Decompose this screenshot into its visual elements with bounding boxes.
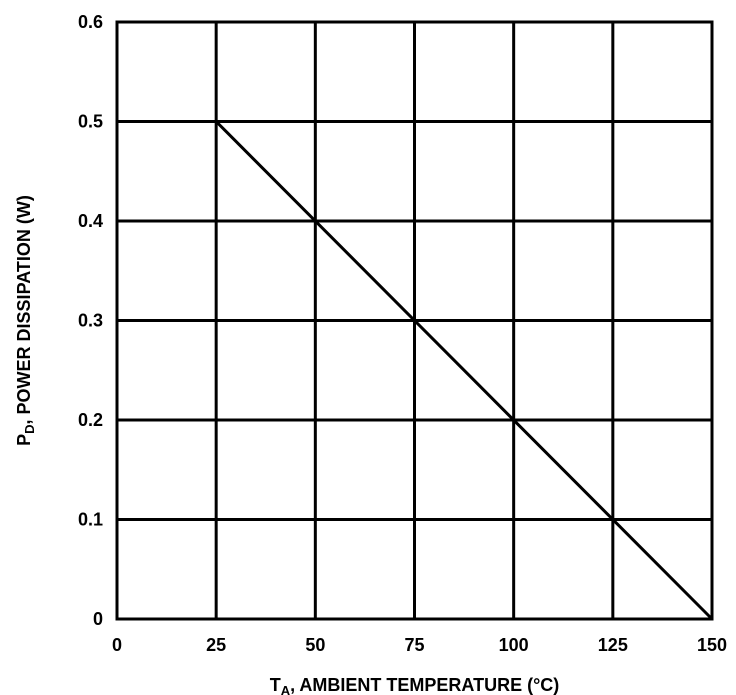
x-tick-label: 100 [499,635,529,655]
x-tick-label: 125 [598,635,628,655]
x-axis-label-subscript: A [281,683,291,695]
y-axis-label: PD, POWER DISSIPATION (W) [14,195,37,446]
plot-area-frame [115,20,714,621]
x-tick-label: 150 [697,635,727,655]
x-axis-label-symbol: T [270,675,281,695]
y-axis-label-text: , POWER DISSIPATION (W) [14,195,34,424]
x-axis-ticks: 0 25 50 75 100 125 150 [112,635,727,655]
x-axis-label: TA, AMBIENT TEMPERATURE (°C) [270,675,560,695]
x-tick-label: 0 [112,635,122,655]
y-axis-label-symbol: P [14,434,34,446]
x-tick-label: 50 [305,635,325,655]
x-axis-label-text: , AMBIENT TEMPERATURE (°C) [290,675,559,695]
y-axis-label-subscript: D [22,424,37,433]
y-tick-label: 0.5 [78,112,103,132]
y-tick-label: 0.6 [78,12,103,32]
y-tick-label: 0.3 [78,311,103,331]
y-tick-label: 0.2 [78,410,103,430]
y-axis-ticks: 0 0.1 0.2 0.3 0.4 0.5 0.6 [78,12,103,629]
x-tick-label: 25 [206,635,226,655]
series-layer [215,120,714,621]
series-line-0 [215,120,714,621]
y-tick-label: 0.1 [78,510,103,530]
y-tick-label: 0.4 [78,211,103,231]
x-tick-label: 75 [404,635,424,655]
y-tick-label: 0 [93,609,103,629]
